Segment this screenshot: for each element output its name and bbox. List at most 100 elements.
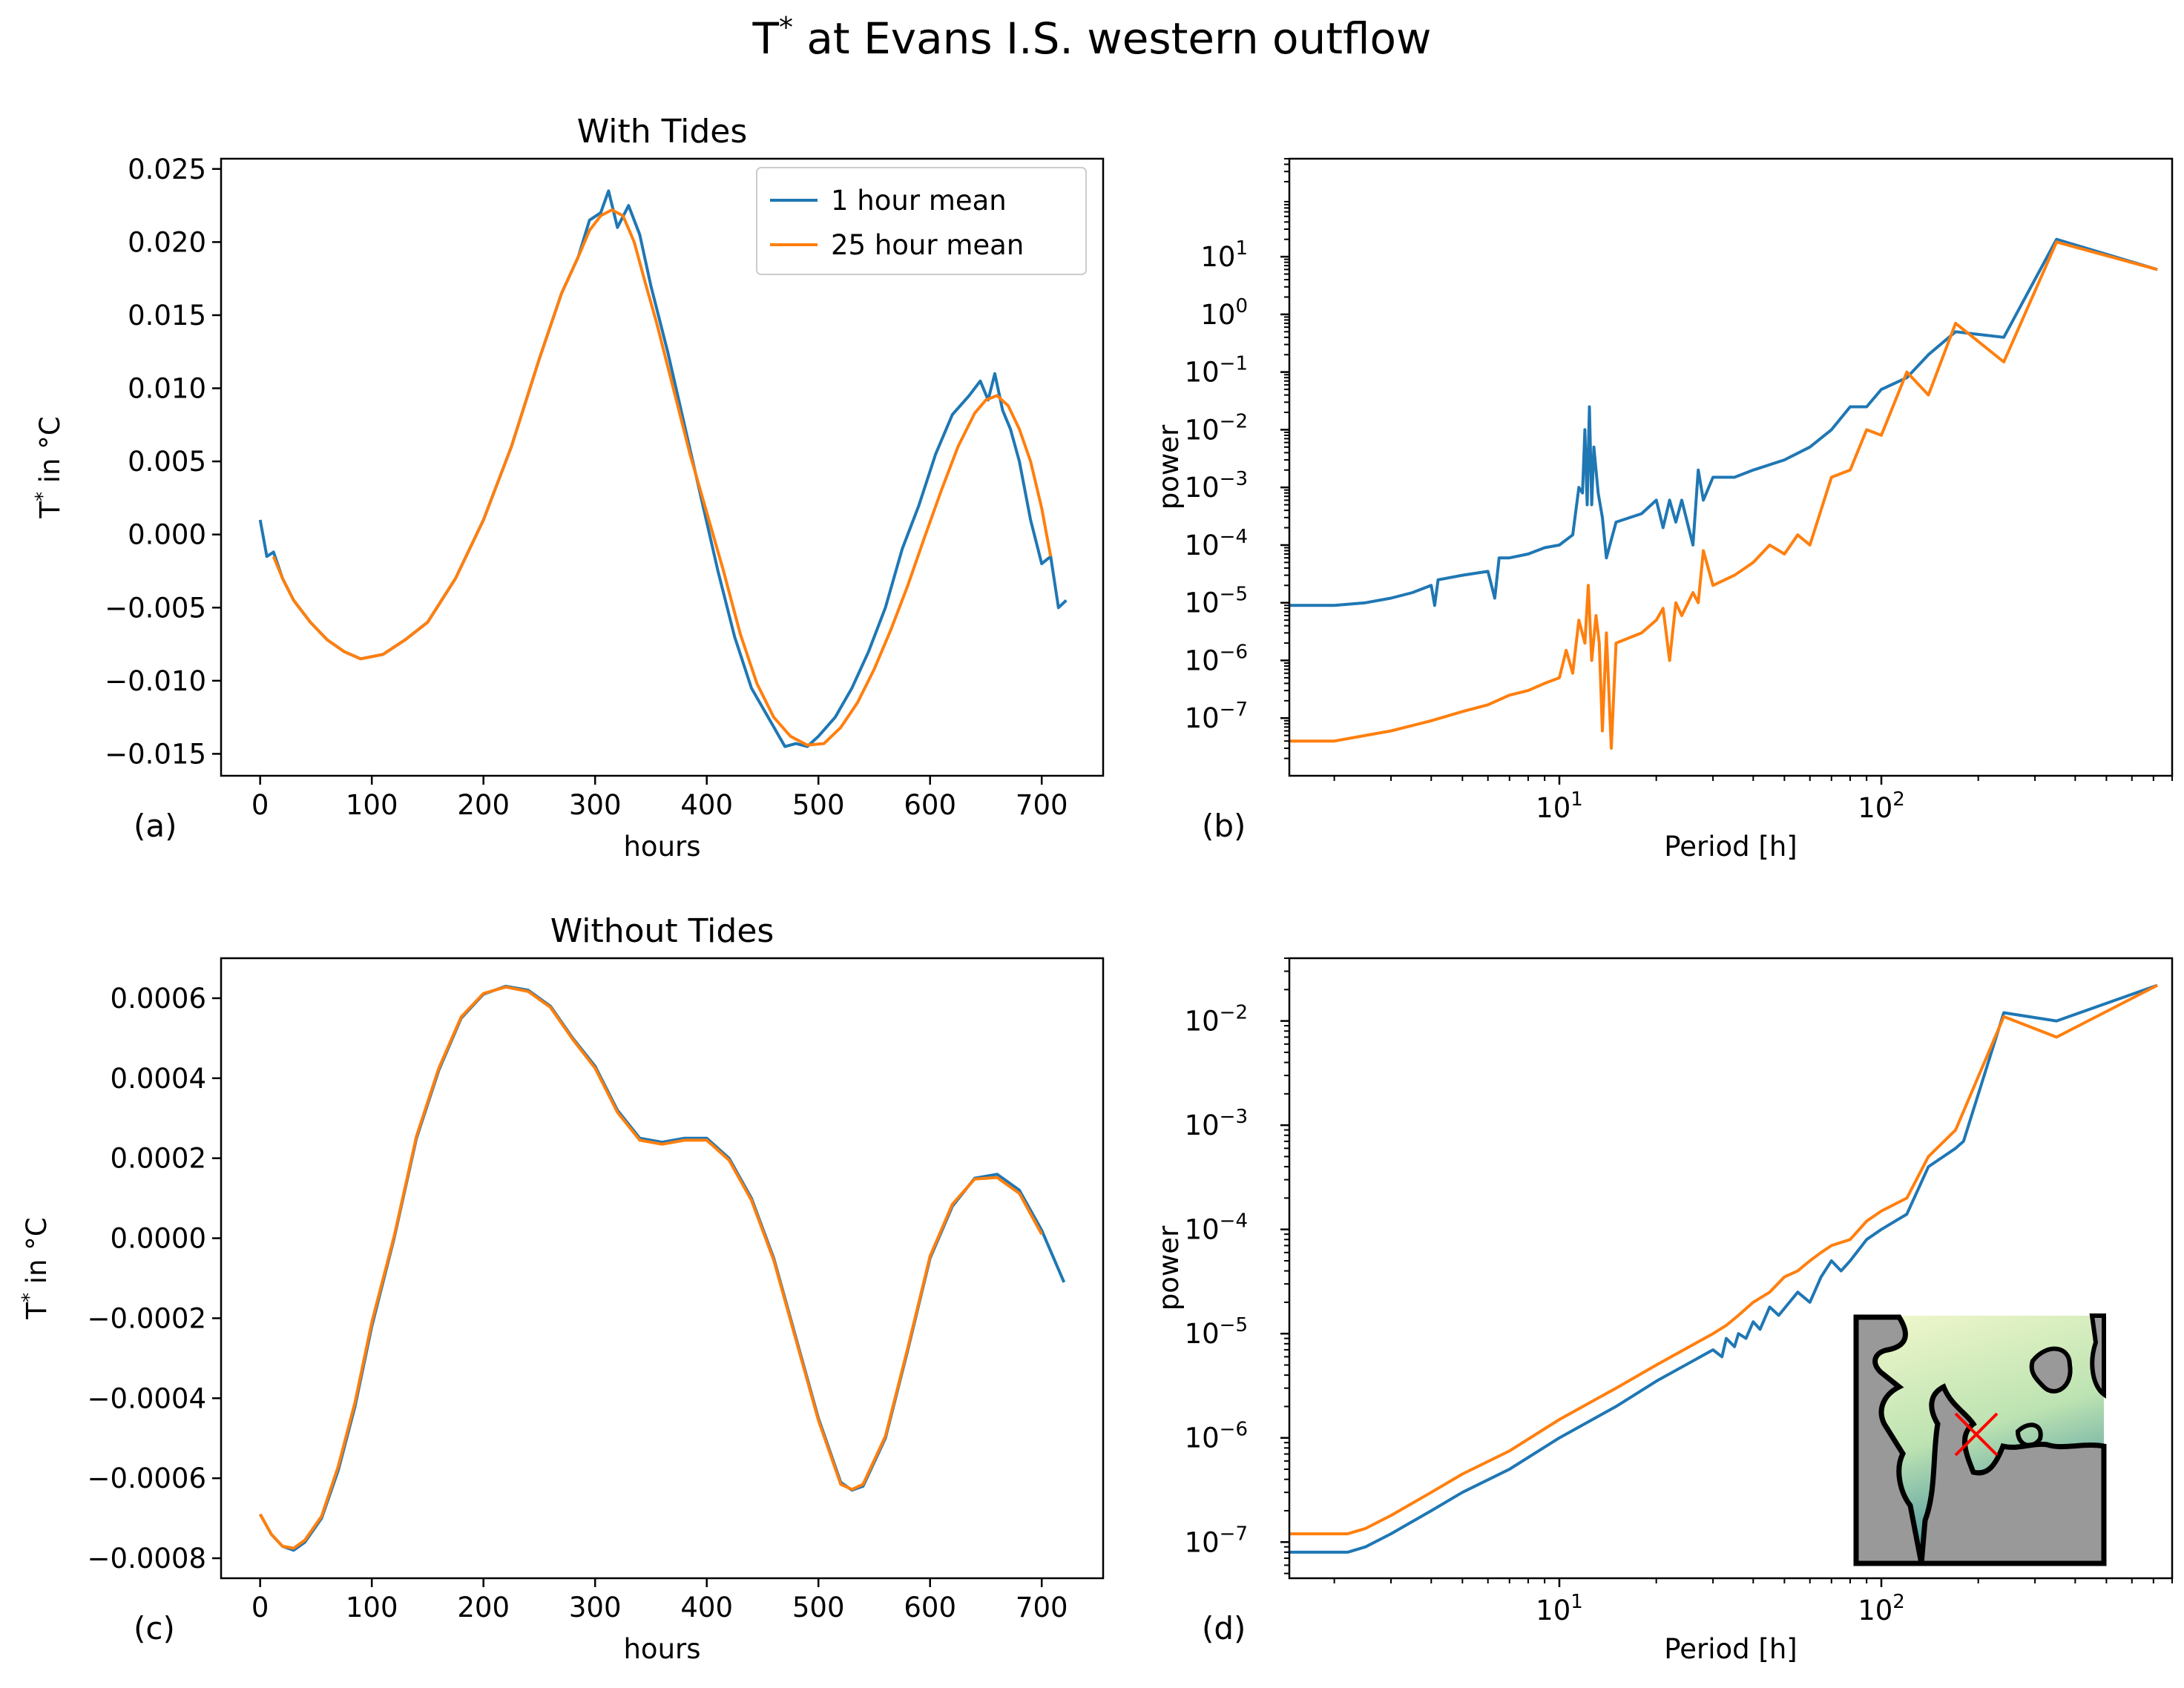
axes-frame xyxy=(220,157,1105,777)
y-tick-label: 0.0006 xyxy=(111,983,206,1015)
series-group xyxy=(258,984,1066,1552)
series-line-twentyfive-hour-mean xyxy=(272,208,1053,747)
y-tick-label: 10−4 xyxy=(1185,1210,1248,1246)
x-tick-label: 101 xyxy=(1536,1591,1583,1626)
y-tick-label-exponent: 1 xyxy=(1235,237,1248,260)
y-tick-label: 10−2 xyxy=(1185,1002,1248,1038)
series-line-twentyfive-hour-mean xyxy=(258,985,1043,1550)
y-axis-label: T* in °C xyxy=(32,416,66,518)
y-tick-label-base: 10 xyxy=(1185,1110,1220,1141)
y-tick-label: 0.000 xyxy=(128,519,206,551)
y-tick-label-base: 10 xyxy=(1185,357,1220,389)
y-tick-label-exponent: −7 xyxy=(1220,1523,1248,1545)
panel-title: Without Tides xyxy=(550,912,774,950)
x-tick-label-exponent: 1 xyxy=(1570,788,1583,811)
y-tick-label-base: 10 xyxy=(1185,587,1220,619)
y-axis-label-superscript: * xyxy=(19,1293,41,1302)
y-tick-label: 0.025 xyxy=(128,154,206,185)
y-tick-label-exponent: −7 xyxy=(1220,699,1248,721)
x-tick-label: 0 xyxy=(251,1592,269,1623)
inset-coastline-east xyxy=(1918,1383,2107,1566)
legend: 1 hour mean 25 hour mean xyxy=(756,167,1087,275)
legend-box xyxy=(756,167,1087,275)
x-axis-label: Period [h] xyxy=(1664,1633,1797,1665)
panel-label: (a) xyxy=(134,808,177,844)
y-tick-label: 10−7 xyxy=(1185,1523,1248,1558)
y-tick-label: −0.005 xyxy=(105,592,206,624)
y-axis-label: power xyxy=(1153,1225,1185,1310)
series-group xyxy=(1289,237,2158,750)
series-group xyxy=(1289,983,2159,1554)
y-tick-label-base: 10 xyxy=(1185,1214,1220,1246)
inset-ice-rise xyxy=(2015,1422,2043,1448)
x-axis-label: hours xyxy=(623,831,700,863)
y-axis-label: power xyxy=(1153,424,1185,510)
y-tick-label-exponent: −2 xyxy=(1220,410,1248,432)
y-tick-label: 0.0002 xyxy=(111,1143,206,1175)
figure-title-rest: at Evans I.S. western outflow xyxy=(793,13,1432,64)
figure-title: T* at Evans I.S. western outflow xyxy=(752,11,1432,64)
y-tick-label: 10−6 xyxy=(1185,1419,1248,1454)
y-tick-label: 10−6 xyxy=(1185,641,1248,676)
panel-c: 0 100 200 300 400 500 600 700 −0.0008 −0.0006 −0.0… xyxy=(19,912,1105,1665)
y-tick-label: 0.005 xyxy=(128,446,206,478)
y-tick-label: 10−3 xyxy=(1185,1106,1248,1141)
x-tick-label: 100 xyxy=(346,1592,398,1623)
y-tick-label-exponent: −3 xyxy=(1220,468,1248,490)
y-tick-label-exponent: −5 xyxy=(1220,1314,1248,1336)
x-tick-label: 500 xyxy=(792,789,845,821)
y-tick-label: −0.0008 xyxy=(88,1543,206,1575)
x-tick-label: 102 xyxy=(1858,1591,1905,1626)
x-tick-label-exponent: 1 xyxy=(1570,1591,1583,1613)
axes-frame xyxy=(1288,157,2174,777)
y-axis-label: T* in °C xyxy=(19,1217,53,1319)
series-line-twentyfive-hour-mean xyxy=(1289,240,2158,750)
y-tick-label: −0.0004 xyxy=(88,1382,206,1414)
y-axis-label-rest: in °C xyxy=(21,1217,53,1293)
x-tick-label: 400 xyxy=(680,789,733,821)
series-line-one-hour-mean xyxy=(1289,237,2158,607)
x-tick-label-base: 10 xyxy=(1858,792,1892,824)
y-tick-label: 10−1 xyxy=(1185,353,1248,389)
y-axis-label-symbol: T xyxy=(21,1302,53,1320)
location-marker-stroke xyxy=(1954,1412,1999,1457)
y-tick-label: −0.0002 xyxy=(88,1302,206,1334)
panel-title: With Tides xyxy=(577,113,748,151)
y-tick-label: 0.0004 xyxy=(111,1063,206,1095)
y-tick-label: −0.0006 xyxy=(88,1463,206,1494)
y-tick-label-base: 10 xyxy=(1185,414,1220,446)
x-tick-label: 101 xyxy=(1536,788,1583,824)
inset-coastline-west xyxy=(1853,1314,1925,1566)
x-tick-label-base: 10 xyxy=(1536,792,1570,824)
series-line-twentyfive-hour-mean xyxy=(1289,983,2159,1536)
y-axis-label-symbol: T xyxy=(34,501,66,519)
y-tick-label-base: 10 xyxy=(1200,241,1235,273)
y-tick-label-exponent: −6 xyxy=(1220,1419,1248,1441)
x-tick-label: 700 xyxy=(1016,789,1068,821)
y-tick-label: 0.010 xyxy=(128,373,206,405)
y-tick-label-exponent: −4 xyxy=(1220,1210,1248,1233)
y-tick-label: 100 xyxy=(1200,295,1248,331)
x-tick-label-base: 10 xyxy=(1858,1595,1892,1626)
y-tick-label: 10−5 xyxy=(1185,584,1248,619)
y-tick-label-exponent: −2 xyxy=(1220,1002,1248,1024)
y-tick-label: 10−3 xyxy=(1185,468,1248,504)
axes-frame xyxy=(1288,957,2174,1580)
figure-title-superscript: * xyxy=(779,11,793,44)
axes-frame xyxy=(220,957,1105,1580)
y-tick-label-base: 10 xyxy=(1185,530,1220,561)
legend-entry: 1 hour mean xyxy=(831,185,1007,217)
y-tick-label-exponent: −5 xyxy=(1220,584,1248,606)
panel-label: (d) xyxy=(1202,1610,1246,1646)
y-tick-label-base: 10 xyxy=(1185,1526,1220,1558)
inset-island xyxy=(2029,1346,2073,1394)
y-tick-label: 10−5 xyxy=(1185,1314,1248,1350)
y-tick-label-exponent: −6 xyxy=(1220,641,1248,663)
x-tick-label: 100 xyxy=(346,789,398,821)
series-group xyxy=(258,189,1068,748)
y-tick-label-exponent: −3 xyxy=(1220,1106,1248,1128)
series-line-one-hour-mean xyxy=(1289,983,2158,1554)
x-tick-label: 102 xyxy=(1858,788,1905,824)
